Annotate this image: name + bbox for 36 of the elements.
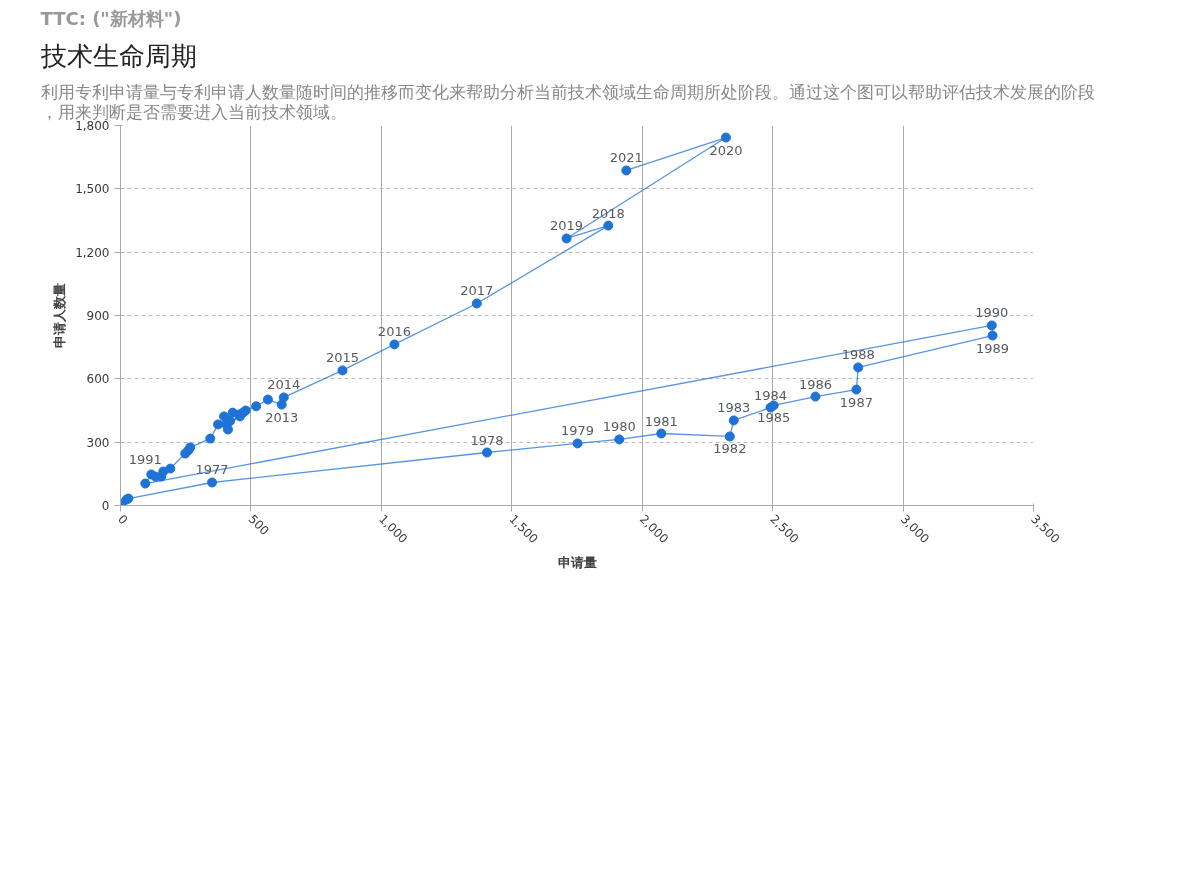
annotation: 2014 <box>267 377 301 393</box>
x-tick-label: 0 <box>115 511 131 528</box>
annotation: 1979 <box>560 423 595 439</box>
annotation: 1982 <box>713 441 747 457</box>
annotation: 1990 <box>975 305 1009 321</box>
annotation: 2016 <box>377 324 411 340</box>
annotation: 1988 <box>841 347 875 363</box>
annotation: 2017 <box>460 283 494 299</box>
y-tick-label: 0 <box>101 499 110 513</box>
chart-title: 技术生命周期 <box>39 40 197 71</box>
text: TTC: ("新材料") <box>40 7 182 29</box>
y-tick-label: 900 <box>86 309 110 323</box>
y-tick-label: 1,800 <box>75 119 110 133</box>
x-tick-label: 500 <box>245 511 272 538</box>
annotation: 1989 <box>976 340 1010 356</box>
chart-subtitle: 利用专利申请量与专利申请人数量随时间的推移而变化来帮助分析当前技术领域生命周期所处阶段。通过这个图可以帮助评估技术发展的阶段，用来判断是否需要进入当前技术领域。 <box>40 81 1095 122</box>
y-tick-label: 1,500 <box>75 182 110 197</box>
annotation: 1983 <box>717 400 751 416</box>
annotation: 2021 <box>609 150 643 166</box>
annotation: 1991 <box>128 451 162 467</box>
annotation: 2019 <box>550 218 584 234</box>
y-tick-label: 600 <box>86 372 110 387</box>
x-axis-title: 申请量 <box>557 555 597 571</box>
y-axis-title: 申请人数量 <box>52 283 68 348</box>
annotation: 2013 <box>265 409 299 425</box>
annotation: 1986 <box>798 376 832 392</box>
annotation: 1987 <box>839 394 873 410</box>
y-tick-label: 300 <box>86 435 110 450</box>
annotation: 1985 <box>757 410 791 426</box>
annotation: 2015 <box>325 350 360 366</box>
annotation: 1981 <box>644 413 678 429</box>
y-tick-label: 1,200 <box>75 245 110 260</box>
annotation: 2020 <box>709 142 743 158</box>
annotation: 1980 <box>602 419 636 435</box>
annotation: 1978 <box>470 432 504 448</box>
annotation: 1984 <box>754 387 788 403</box>
